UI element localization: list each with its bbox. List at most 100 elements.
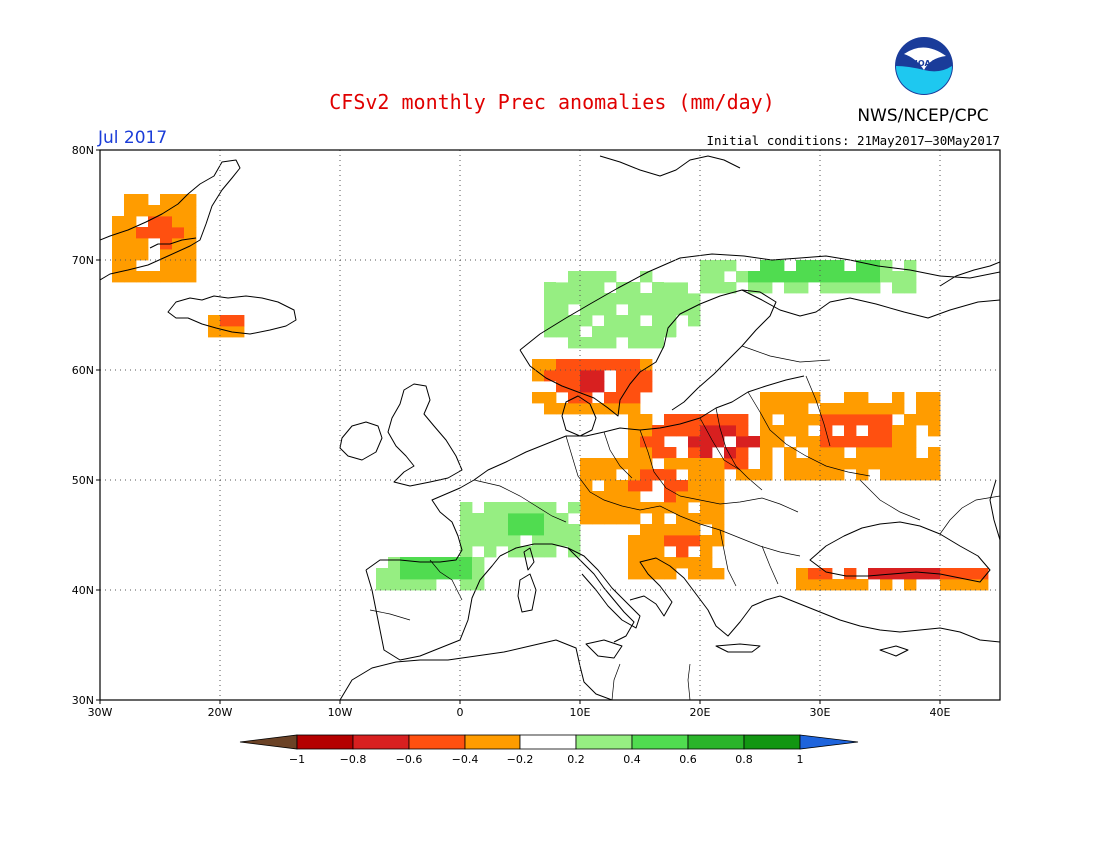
anomaly-cell	[712, 535, 725, 547]
anomaly-cell	[412, 568, 425, 580]
anomaly-cell	[556, 282, 569, 294]
anomaly-cell	[400, 568, 413, 580]
anomaly-cell	[652, 502, 665, 514]
anomaly-cell	[556, 403, 569, 415]
anomaly-cell	[640, 271, 653, 283]
anomaly-cell	[880, 260, 893, 272]
anomaly-cell	[616, 359, 629, 371]
agency-label: NWS/NCEP/CPC	[857, 106, 988, 126]
anomaly-cell	[580, 502, 593, 514]
anomaly-cell	[784, 271, 797, 283]
anomaly-cell	[160, 216, 173, 228]
anomaly-cell	[544, 524, 557, 536]
anomaly-cell	[808, 447, 821, 459]
anomaly-cell	[664, 535, 677, 547]
anomaly-cell	[964, 568, 977, 580]
anomaly-cell	[544, 535, 557, 547]
anomaly-cell	[520, 271, 533, 283]
lon-label-20e: 20E	[690, 706, 711, 719]
lat-label-80n: 80N	[72, 144, 94, 157]
graticule	[100, 150, 1000, 700]
anomaly-cell	[124, 205, 137, 217]
anomaly-cell	[568, 282, 581, 294]
anomaly-cell	[856, 260, 869, 272]
colorbar-label: 0.4	[623, 753, 641, 766]
anomaly-cell	[868, 414, 881, 426]
anomaly-cell	[688, 568, 701, 580]
anomaly-cell	[592, 502, 605, 514]
anomaly-cell	[508, 502, 521, 514]
anomaly-cell	[628, 370, 641, 382]
anomaly-cell	[592, 403, 605, 415]
anomaly-cell	[532, 392, 545, 404]
anomaly-cell	[172, 205, 185, 217]
anomaly-cell	[904, 469, 917, 481]
map-frame	[99, 149, 1001, 701]
anomaly-cell	[904, 414, 917, 426]
anomaly-cell	[820, 260, 833, 272]
anomaly-cell	[508, 535, 521, 547]
anomaly-cell	[532, 513, 545, 525]
anomaly-cell	[592, 271, 605, 283]
anomaly-cell	[112, 249, 125, 261]
anomaly-cell	[472, 524, 485, 536]
anomaly-cell	[820, 271, 833, 283]
anomaly-cell	[880, 458, 893, 470]
anomaly-cell	[484, 502, 497, 514]
anomaly-cell	[736, 469, 749, 481]
anomaly-cell	[628, 293, 641, 305]
anomaly-cell	[556, 524, 569, 536]
anomaly-cell	[184, 194, 197, 206]
colorbar-bin-8	[687, 734, 745, 750]
anomaly-cell	[856, 579, 869, 591]
anomaly-cell	[796, 260, 809, 272]
anomaly-cell	[688, 491, 701, 503]
anomaly-cell	[640, 524, 653, 536]
anomaly-cell	[796, 579, 809, 591]
anomaly-cell	[784, 469, 797, 481]
anomaly-cell	[700, 568, 713, 580]
anomaly-cell	[784, 447, 797, 459]
anomaly-cell	[688, 480, 701, 492]
anomaly-cell	[604, 502, 617, 514]
anomaly-cell	[568, 370, 581, 382]
anomaly-cell	[784, 403, 797, 415]
anomaly-cell	[820, 579, 833, 591]
anomaly-cell	[664, 568, 677, 580]
anomaly-cell	[400, 579, 413, 591]
anomaly-cell	[616, 326, 629, 338]
anomaly-cell	[760, 458, 773, 470]
anomaly-cell	[628, 315, 641, 327]
anomaly-cell	[820, 282, 833, 294]
anomaly-cell	[784, 425, 797, 437]
anomaly-cell	[580, 315, 593, 327]
anomaly-cell	[808, 260, 821, 272]
anomaly-cell	[904, 271, 917, 283]
anomaly-cell	[808, 271, 821, 283]
anomaly-cell	[664, 502, 677, 514]
anomaly-cell	[904, 282, 917, 294]
anomaly-cell	[580, 469, 593, 481]
anomaly-cell	[460, 524, 473, 536]
lat-label-30n: 30N	[72, 694, 94, 707]
anomaly-cell	[808, 414, 821, 426]
anomaly-cell	[628, 403, 641, 415]
anomaly-cell	[616, 293, 629, 305]
anomaly-cell	[580, 293, 593, 305]
anomaly-cell	[472, 568, 485, 580]
anomaly-cell	[604, 348, 617, 360]
anomaly-cell	[664, 282, 677, 294]
anomaly-cell	[604, 359, 617, 371]
colorbar-label: 0.6	[679, 753, 697, 766]
anomaly-cell	[820, 425, 833, 437]
anomaly-cell	[712, 469, 725, 481]
anomaly-cell	[532, 546, 545, 558]
anomaly-cell	[640, 425, 653, 437]
anomaly-cell	[640, 326, 653, 338]
anomaly-cell	[856, 403, 869, 415]
anomaly-cell	[532, 271, 545, 283]
anomaly-cell	[760, 469, 773, 481]
anomaly-cell	[676, 524, 689, 536]
anomaly-cell	[892, 436, 905, 448]
anomaly-cell	[628, 425, 641, 437]
